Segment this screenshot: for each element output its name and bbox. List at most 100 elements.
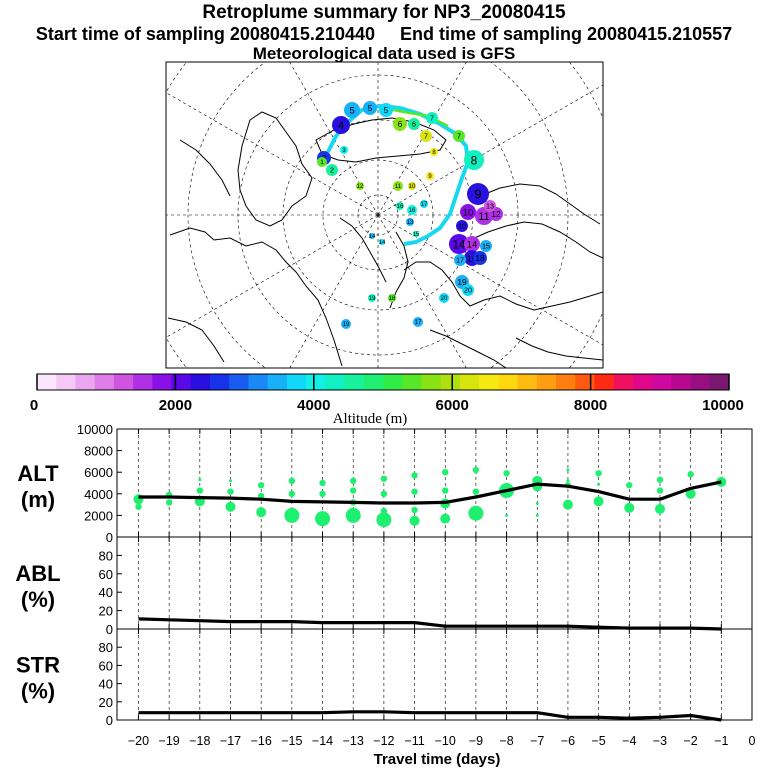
plume-cluster-marker (388, 294, 396, 302)
coastline (515, 337, 603, 361)
x-tick-label: −15 (281, 734, 302, 748)
plume-cluster-dot (626, 481, 633, 489)
colorbar-swatch (56, 374, 76, 390)
x-tick-label: −19 (159, 734, 180, 748)
plume-cluster-dot (350, 477, 357, 485)
colorbar-swatch (325, 374, 346, 390)
plume-cluster-number: 7 (424, 132, 428, 141)
panel-label: ABL (%) (15, 561, 60, 612)
plume-cluster-number: 17 (415, 320, 422, 326)
plume-cluster-number: 4 (338, 120, 344, 132)
plume-cluster-marker (396, 202, 404, 210)
colorbar-swatch (133, 374, 153, 390)
plume-cluster-marker (453, 130, 465, 142)
plume-cluster-number: 10 (463, 207, 474, 218)
plume-cluster-number: 17 (456, 256, 464, 265)
colorbar-swatch (613, 374, 634, 390)
colorbar-swatch (709, 374, 730, 390)
plume-cluster-number: 1 (320, 160, 324, 166)
x-tick-label: −14 (312, 734, 333, 748)
plume-cluster-marker (341, 319, 351, 329)
plume-cluster-marker (426, 112, 438, 124)
y-tick-label: 4000 (84, 487, 113, 502)
coastline (469, 221, 603, 259)
plume-cluster-dot (442, 487, 449, 494)
plume-cluster-marker (426, 172, 434, 180)
colorbar-swatch (575, 374, 595, 390)
plume-cluster-number: 9 (428, 174, 432, 180)
panel-frame (116, 536, 753, 630)
plume-cluster-marker (420, 200, 428, 208)
coastline (339, 217, 387, 283)
chart-title: Retroplume summary for NP3_20080415 (202, 2, 566, 23)
colorbar-swatch (94, 374, 115, 390)
series-line (138, 710, 722, 722)
y-tick-label: 6000 (84, 465, 113, 480)
colorbar-swatch (152, 374, 173, 390)
plume-cluster-dot (284, 507, 300, 523)
x-tick-label: −9 (469, 734, 483, 748)
plume-cluster-marker (356, 182, 364, 190)
plume-cluster-dot (411, 472, 418, 479)
meridian-line (377, 214, 603, 346)
colorbar-swatch (363, 374, 384, 390)
series-line (138, 617, 722, 631)
coastline (315, 117, 447, 163)
plume-cluster-marker (326, 164, 338, 176)
colorbar (36, 373, 730, 391)
meridian-line (377, 62, 467, 216)
plume-cluster-marker (340, 146, 348, 154)
x-tick-label: −5 (591, 734, 605, 748)
x-tick-label: −10 (435, 734, 456, 748)
plume-cluster-number: 18 (389, 296, 396, 302)
coastline (389, 231, 409, 309)
plume-cluster-dot (257, 481, 265, 489)
plume-cluster-marker (363, 101, 377, 115)
y-tick-label: 0 (106, 530, 113, 545)
coastline (179, 139, 231, 197)
colorbar-swatch (402, 374, 422, 390)
panel-abl: 0 20 40 60 80 ABL (%) (15, 536, 753, 637)
colorbar-swatch (229, 374, 249, 390)
colorbar-swatch (479, 374, 499, 390)
plume-cluster-dot (535, 502, 539, 506)
plume-cluster-dot (288, 477, 296, 485)
colorbar-axis-label: Altitude (m) (333, 411, 408, 427)
plume-cluster-dot (440, 513, 451, 524)
plume-cluster-number: 11 (395, 184, 402, 190)
panel-str: 0 20 40 60 80 STR (%) (16, 628, 753, 728)
plume-cluster-dot (442, 469, 449, 476)
plume-cluster-dot (656, 487, 664, 494)
colorbar-swatch (517, 374, 538, 390)
meridian-line (166, 92, 379, 216)
panel-label-line: (%) (21, 587, 55, 612)
x-tick-label: −20 (128, 734, 149, 748)
plume-cluster-dot (535, 513, 539, 517)
plume-cluster-number: 11 (478, 211, 489, 223)
plume-cluster-dot (597, 482, 601, 486)
colorbar-swatch (383, 374, 403, 390)
plume-cluster-number: 9 (474, 187, 481, 202)
colorbar-swatch (286, 374, 307, 390)
plume-cluster-dot (376, 512, 392, 528)
y-tick-label: 8000 (84, 444, 113, 459)
colorbar-swatch (421, 374, 442, 390)
plume-cluster-marker (413, 317, 423, 327)
colorbar-swatch (440, 374, 461, 390)
plume-cluster-number: 15 (482, 242, 490, 251)
panel-frame (116, 628, 753, 721)
x-tick-label: −16 (251, 734, 272, 748)
panel-label-line: ALT (17, 461, 59, 486)
plume-cluster-dot (350, 487, 357, 494)
plume-cluster-marker (456, 220, 468, 232)
x-tick-label: 0 (749, 734, 756, 748)
colorbar-swatch (267, 374, 288, 390)
plume-cluster-number: 6 (412, 120, 416, 129)
colorbar-tick-label: 10000 (702, 397, 744, 414)
panel-label: ALT (m) (17, 461, 59, 512)
x-tick-label: −8 (499, 734, 513, 748)
plume-cluster-number: 7 (457, 132, 461, 141)
plume-cluster-number: 15 (413, 232, 420, 238)
plume-cluster-dot (380, 490, 388, 497)
